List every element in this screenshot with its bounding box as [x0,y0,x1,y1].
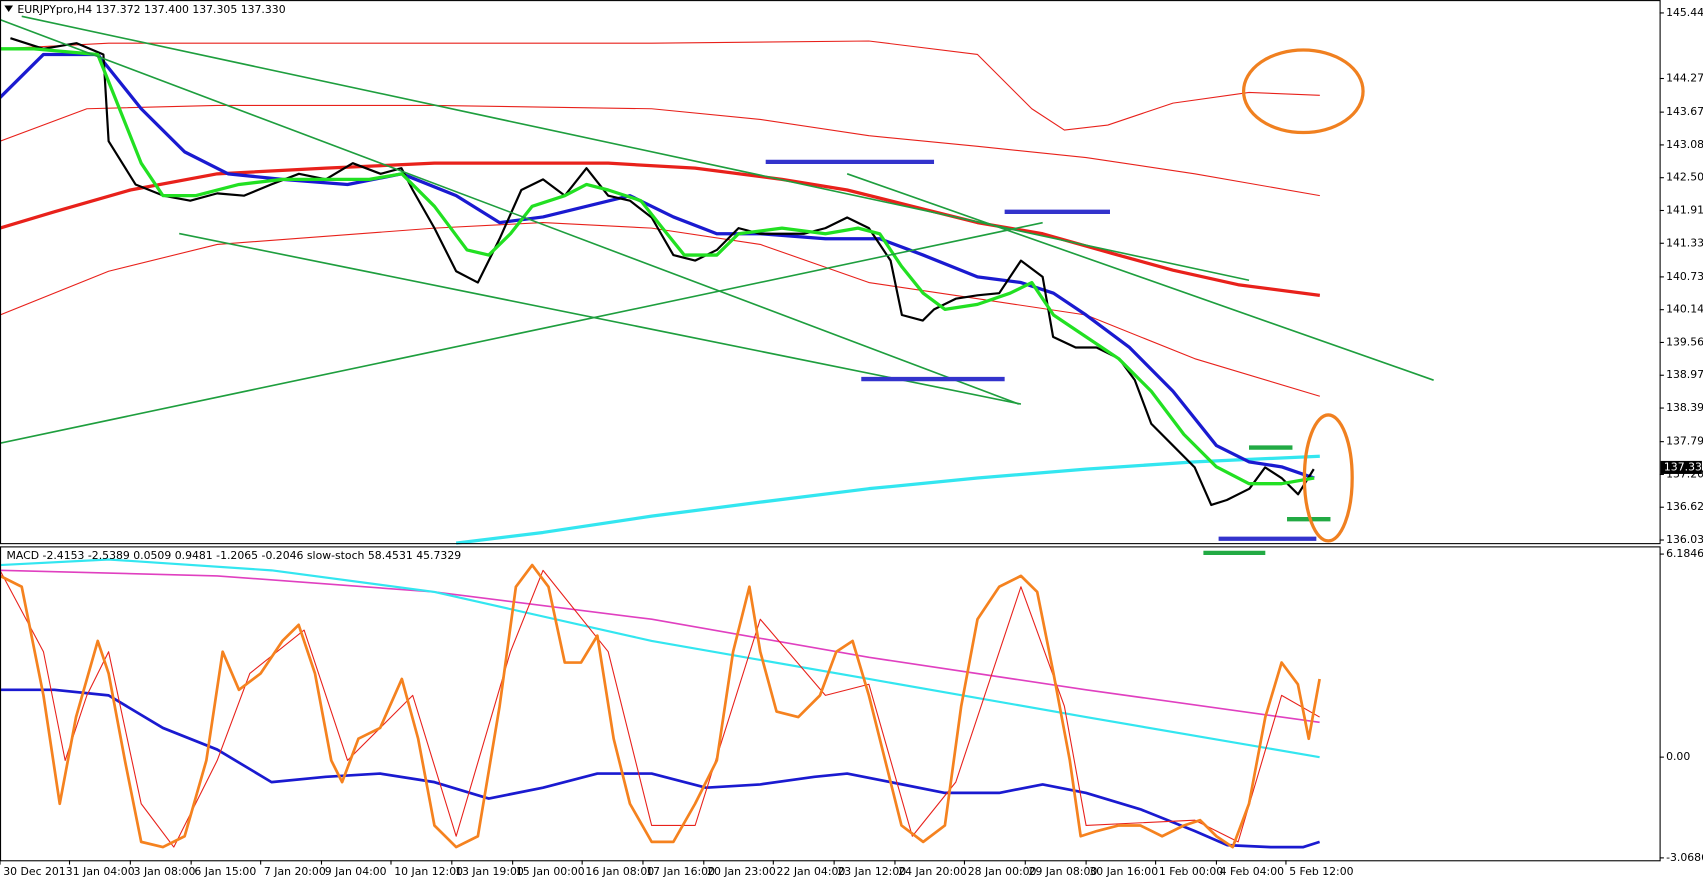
series-line [0,688,1321,849]
y-tick-label: 139.560 [1666,335,1703,348]
series-line [0,558,1320,759]
y-tick-label: 144.270 [1666,72,1703,85]
y-tick-label: 138.390 [1666,401,1703,414]
y-tick-label: 140.730 [1666,270,1703,283]
x-tick-label: 15 Jan 00:00 [516,865,585,878]
y-tick-label: 141.915 [1666,203,1703,216]
series-line [0,563,1321,849]
series-line [0,40,1320,131]
x-tick-label: 29 Jan 08:00 [1029,865,1098,878]
x-tick-label: 30 Dec 2013 [3,865,72,878]
y-tick-label: 6.1846 [1666,547,1703,560]
y-tick-label: -3.0686 [1666,851,1703,864]
y-tick-label: 141.330 [1666,236,1703,249]
x-tick-label: 30 Jan 16:00 [1089,865,1158,878]
series-line [0,47,1315,486]
x-tick-label: 22 Jan 04:00 [777,865,846,878]
series-line [0,161,1321,297]
last-price-box [1660,460,1702,474]
x-tick-label: 16 Jan 08:00 [585,865,654,878]
x-tick-label: 13 Jan 19:00 [455,865,524,878]
x-tick-label: 3 Jan 08:00 [134,865,196,878]
x-tick-label: 17 Jan 16:00 [646,865,715,878]
y-tick-label: 143.085 [1666,138,1703,151]
indicator-title: MACD -2.4153 -2.5389 0.0509 0.9481 -1.20… [7,549,462,562]
indicator-pane-border [0,546,1661,862]
trend-line [21,15,1250,282]
highlight-ellipse [1241,48,1365,135]
y-tick-label: 136.035 [1666,533,1703,546]
x-tick-label: 23 Jan 12:00 [837,865,906,878]
x-tick-label: 5 Feb 12:00 [1289,865,1353,878]
series-line [0,52,1315,480]
x-tick-label: 6 Jan 15:00 [194,865,256,878]
chart-title: EURJPYpro,H4 137.372 137.400 137.305 137… [17,3,285,16]
trend-line [0,221,1043,444]
main-pane-border [0,0,1661,545]
y-tick-label: 136.620 [1666,500,1703,513]
highlight-ellipse [1302,413,1354,543]
plot-layer [0,37,1321,849]
series-line [0,222,1320,397]
last-price-label: 137.330 [1664,460,1703,473]
drawings [0,15,1434,556]
series-line [0,569,1320,724]
y-tick-label: 140.145 [1666,303,1703,316]
x-tick-label: 9 Jan 04:00 [325,865,387,878]
x-tick-label: 7 Jan 20:00 [264,865,326,878]
trend-line [0,18,1020,405]
trend-line [179,232,1022,405]
trend-line [846,173,1434,381]
x-tick-label: 20 Jan 23:00 [707,865,776,878]
y-tick-label: 137.790 [1666,435,1703,448]
x-tick-label: 24 Jan 20:00 [898,865,967,878]
y-tick-label: 143.670 [1666,105,1703,118]
series-line [10,37,1315,507]
y-tick-label: 145.440 [1666,6,1703,19]
menu-triangle[interactable] [4,5,14,12]
x-tick-label: 4 Feb 04:00 [1220,865,1284,878]
x-tick-label: 10 Jan 12:00 [394,865,463,878]
x-tick-label: 28 Jan 00:00 [968,865,1037,878]
x-tick-label: 1 Jan 04:00 [73,865,135,878]
y-tick-label: 0.00 [1666,750,1690,763]
series-line [0,104,1320,197]
series-line [455,454,1320,545]
series-line [0,569,1320,848]
x-tick-label: 1 Feb 00:00 [1159,865,1223,878]
y-tick-label: 138.975 [1666,368,1703,381]
y-tick-label: 142.500 [1666,171,1703,184]
